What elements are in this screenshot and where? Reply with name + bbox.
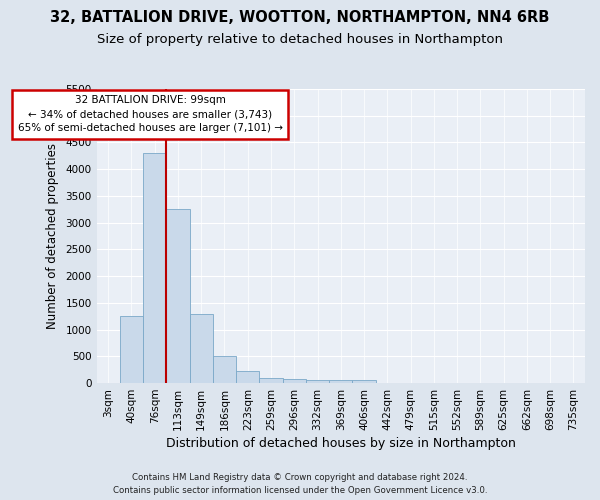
Bar xyxy=(329,380,352,383)
Bar xyxy=(190,314,213,383)
Bar xyxy=(352,380,376,383)
Bar xyxy=(259,378,283,383)
Bar xyxy=(236,371,259,383)
Text: Contains HM Land Registry data © Crown copyright and database right 2024.
Contai: Contains HM Land Registry data © Crown c… xyxy=(113,474,487,495)
Bar xyxy=(306,380,329,383)
Y-axis label: Number of detached properties: Number of detached properties xyxy=(46,143,59,329)
Bar xyxy=(120,316,143,383)
Text: 32, BATTALION DRIVE, WOOTTON, NORTHAMPTON, NN4 6RB: 32, BATTALION DRIVE, WOOTTON, NORTHAMPTO… xyxy=(50,10,550,25)
Bar xyxy=(143,153,166,383)
Bar xyxy=(213,356,236,383)
Text: Size of property relative to detached houses in Northampton: Size of property relative to detached ho… xyxy=(97,32,503,46)
Bar xyxy=(283,379,306,383)
Text: 32 BATTALION DRIVE: 99sqm
← 34% of detached houses are smaller (3,743)
65% of se: 32 BATTALION DRIVE: 99sqm ← 34% of detac… xyxy=(17,96,283,134)
Bar xyxy=(166,210,190,383)
X-axis label: Distribution of detached houses by size in Northampton: Distribution of detached houses by size … xyxy=(166,437,516,450)
